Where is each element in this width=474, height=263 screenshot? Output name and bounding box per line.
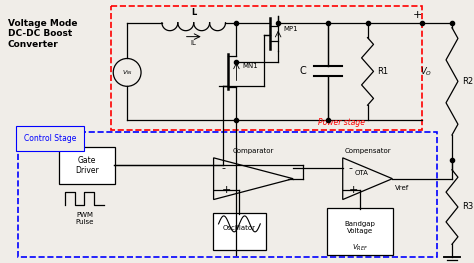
Text: Voltage Mode
DC-DC Boost
Converter: Voltage Mode DC-DC Boost Converter xyxy=(8,19,77,49)
Text: Gate
Driver: Gate Driver xyxy=(75,156,99,175)
Text: +: + xyxy=(221,185,231,195)
Text: Control Stage: Control Stage xyxy=(24,134,76,143)
FancyBboxPatch shape xyxy=(212,214,266,250)
Text: R2: R2 xyxy=(462,77,473,86)
Text: R3: R3 xyxy=(462,203,473,211)
Text: MN1: MN1 xyxy=(242,63,258,69)
Text: +: + xyxy=(349,185,358,195)
Text: L: L xyxy=(191,8,196,17)
Text: -: - xyxy=(349,163,353,173)
Text: Compensator: Compensator xyxy=(344,148,391,154)
Text: C: C xyxy=(299,66,306,76)
Text: $V_{REF}$: $V_{REF}$ xyxy=(352,243,368,253)
Text: PWM
Pulse: PWM Pulse xyxy=(75,213,94,225)
Text: R1: R1 xyxy=(377,67,389,76)
FancyBboxPatch shape xyxy=(59,147,115,184)
Text: $V_O$: $V_O$ xyxy=(420,65,432,78)
Text: Power stage: Power stage xyxy=(318,118,365,127)
Text: Vref: Vref xyxy=(395,185,410,191)
Text: Oscillator: Oscillator xyxy=(223,225,256,231)
Text: -: - xyxy=(221,163,226,173)
Text: +: + xyxy=(412,10,422,20)
FancyBboxPatch shape xyxy=(327,209,393,255)
Text: OTA: OTA xyxy=(355,170,368,176)
Text: $V_{IN}$: $V_{IN}$ xyxy=(122,68,133,77)
Text: Bandgap
Voltage: Bandgap Voltage xyxy=(345,221,375,234)
Text: IL: IL xyxy=(191,39,197,45)
Text: Comparator: Comparator xyxy=(233,148,274,154)
Text: MP1: MP1 xyxy=(283,26,298,32)
